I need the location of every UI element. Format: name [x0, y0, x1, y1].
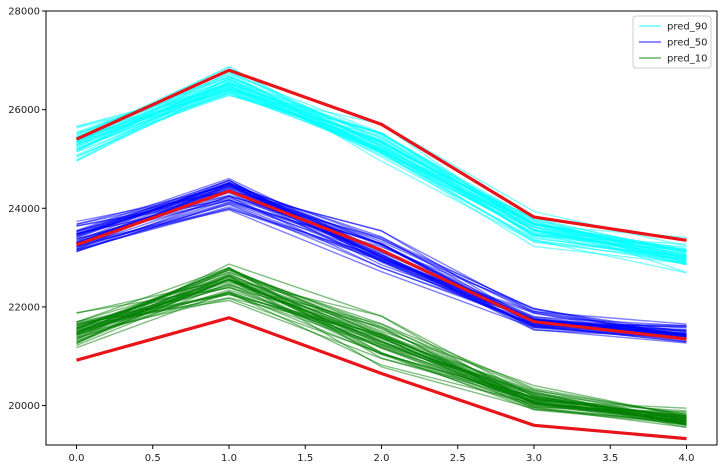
series-line-pred_50	[76, 179, 687, 343]
plot-lines	[76, 65, 687, 428]
y-tick-label: 22000	[8, 302, 40, 313]
series-line-pred_10	[76, 291, 687, 417]
x-tick-label: 0.5	[145, 453, 161, 464]
highlight-line-1	[75, 68, 687, 242]
y-tick-label: 28000	[8, 7, 40, 18]
y-tick-label: 24000	[8, 204, 40, 215]
series-line-pred_90	[76, 66, 687, 259]
series-line-pred_10	[76, 281, 687, 416]
series-line-pred_10	[76, 274, 687, 425]
series-line-pred_90	[76, 73, 687, 256]
series-line-pred_10	[76, 266, 687, 417]
series-line-pred_10	[76, 291, 687, 426]
x-tick-label: 3.0	[526, 453, 542, 464]
series-line-pred_50	[76, 184, 687, 337]
series-line-pred_90	[76, 77, 687, 265]
series-line-pred_90	[76, 87, 687, 274]
x-tick-label: 3.5	[602, 453, 618, 464]
series-line-pred_10	[76, 263, 687, 420]
x-tick-label: 4.0	[679, 453, 695, 464]
legend: pred_90 pred_50 pred_10	[632, 15, 712, 69]
x-tick-label: 1.0	[221, 453, 237, 464]
y-axis: 20000 22000 24000 26000 28000	[8, 7, 46, 412]
legend-label-pred_10: pred_10	[667, 54, 707, 65]
legend-label-pred_90: pred_90	[667, 22, 707, 33]
highlight-line-2	[75, 189, 687, 341]
legend-box	[632, 15, 712, 69]
series-line-pred_90	[76, 87, 687, 261]
highlight-line-3	[76, 316, 687, 441]
x-tick-label: 1.5	[297, 453, 313, 464]
highlight-lines	[75, 68, 687, 441]
y-tick-label: 26000	[8, 105, 40, 116]
y-tick-label: 20000	[8, 401, 40, 412]
series-line-pred_90	[76, 71, 687, 257]
x-tick-label: 0.0	[69, 453, 85, 464]
x-axis: 0.0 0.5 1.0 1.5 2.0 2.5 3.0 3.5 4.0	[69, 445, 695, 464]
x-tick-label: 2.5	[450, 453, 466, 464]
x-tick-label: 2.0	[374, 453, 390, 464]
legend-label-pred_50: pred_50	[667, 38, 707, 49]
